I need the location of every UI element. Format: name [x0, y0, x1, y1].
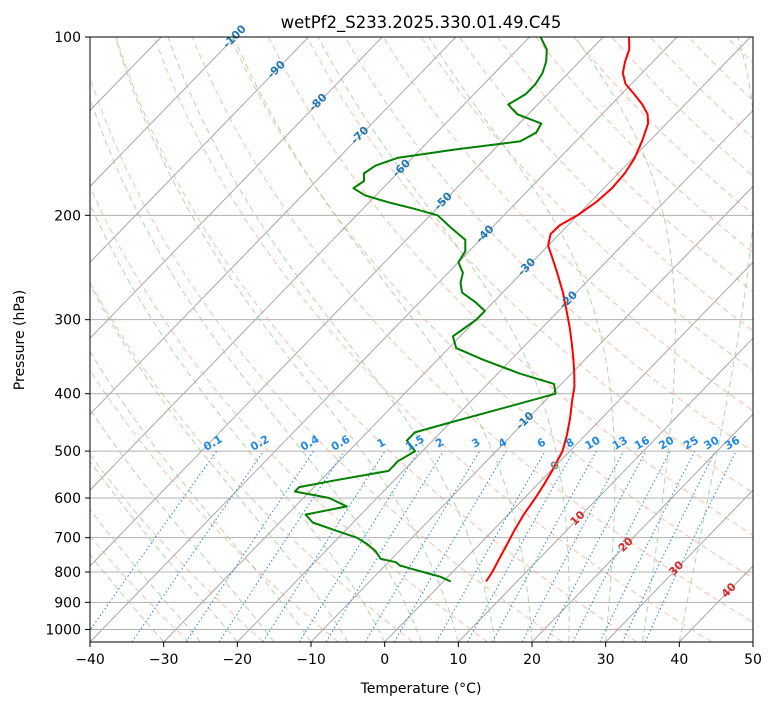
y-tick-label: 500: [54, 444, 81, 460]
dry-adiabat-line: [191, 37, 753, 623]
mixing-ratio-line: [364, 450, 481, 642]
profile-lines: [293, 37, 650, 583]
mixing-ratio-line: [521, 450, 625, 642]
dewpoint-profile-line: [293, 37, 557, 583]
moist-adiabat-line: [574, 37, 676, 642]
mixing-ratio-line: [467, 450, 575, 642]
mixing-ratio-line: [621, 450, 716, 642]
isotherm-line: [90, 37, 457, 415]
dry-adiabat-line: [497, 37, 753, 293]
isotherm-line: [236, 109, 753, 642]
mixing-ratio-line: [435, 450, 546, 642]
y-tick-label: 100: [54, 30, 81, 46]
dry-adiabat-line: [306, 37, 753, 494]
y-tick-label: 1000: [45, 622, 81, 638]
isotherm-line: [605, 489, 753, 642]
dry-adiabat-line: [765, 37, 775, 642]
moist-adiabat-line: [90, 283, 349, 642]
chart-title: wetPf2_S233.2025.330.01.49.C45: [281, 13, 562, 33]
mixing-ratio-line: [491, 450, 597, 642]
y-tick-label: 300: [54, 313, 81, 329]
y-tick-label: 600: [54, 491, 81, 507]
x-tick-label: 50: [744, 652, 762, 668]
moist-adiabat-line: [90, 460, 238, 642]
dry-adiabat-line: [90, 281, 414, 642]
mixing-ratio-line: [131, 450, 265, 642]
isotherm-line: [310, 185, 753, 642]
dry-adiabat-line: [420, 37, 753, 372]
isotherm-line: [457, 337, 753, 642]
dry-adiabat-line: [230, 37, 753, 579]
isotherm-line: [163, 37, 751, 642]
dry-adiabat-line: [153, 37, 712, 642]
x-tick-label: −40: [75, 652, 105, 668]
moist-adiabat-line: [233, 37, 533, 642]
dry-adiabat-line: [115, 37, 638, 642]
moist-adiabat-line: [317, 37, 570, 642]
mixing-ratio-line: [325, 450, 444, 642]
x-tick-label: −30: [149, 652, 179, 668]
isotherm-line: [90, 37, 236, 188]
isotherm-line: [384, 261, 753, 642]
x-tick-label: 20: [523, 652, 541, 668]
dry-adiabat-line: [382, 37, 753, 412]
isotherm-line: [90, 37, 530, 491]
dry-adiabat-line: [268, 37, 753, 536]
x-tick-label: 30: [597, 652, 615, 668]
isotherm-line: [90, 37, 678, 642]
x-axis-title: Temperature (°C): [360, 681, 482, 697]
mixing-ratio-line: [90, 450, 218, 632]
moist-adiabat-line: [114, 37, 459, 642]
y-tick-label: 400: [54, 387, 81, 403]
isotherm-line: [90, 37, 604, 567]
isotherm-line: [531, 413, 753, 642]
mixing-ratio-line: [298, 450, 420, 642]
y-tick-label: 200: [54, 208, 81, 224]
y-tick-label: 800: [54, 565, 81, 581]
dry-adiabat-line: [90, 75, 563, 642]
plot-frame: [89, 36, 754, 643]
x-tick-label: 10: [449, 652, 467, 668]
x-tick-label: −10: [296, 652, 326, 668]
background-lines: [90, 37, 775, 642]
moist-adiabat-line: [428, 37, 616, 642]
moist-adiabat-line: [678, 37, 753, 642]
x-tick-label: 40: [670, 652, 688, 668]
isotherm-line: [752, 641, 753, 642]
y-tick-label: 900: [54, 595, 81, 611]
y-axis-title: Pressure (hPa): [12, 290, 28, 390]
moist-adiabat-line: [167, 37, 496, 642]
moist-adiabat-line: [90, 96, 422, 642]
mixing-ratio-line: [393, 450, 507, 642]
mixing-ratio-line: [644, 450, 737, 642]
temperature-profile-line: [485, 37, 650, 583]
x-tick-label: −20: [223, 652, 253, 668]
mixing-ratio-line: [262, 450, 386, 642]
dry-adiabat-line: [90, 453, 264, 642]
dry-adiabat-line: [611, 37, 753, 177]
y-tick-label: 700: [54, 531, 81, 547]
moist-adiabat-line: [90, 508, 201, 642]
axis-ticks: −40 −30 −20 −10 0 10 20 30 40 50 100 200 300 400 500 60…: [45, 30, 762, 668]
moist-adiabat-line: [90, 408, 275, 642]
isotherm-line: [90, 37, 309, 263]
x-tick-label: 0: [380, 652, 389, 668]
plot-background: [90, 37, 753, 642]
moist-adiabat-line: [90, 203, 386, 642]
mixing-ratio-line: [599, 450, 696, 642]
dry-adiabat-line: [535, 37, 753, 254]
